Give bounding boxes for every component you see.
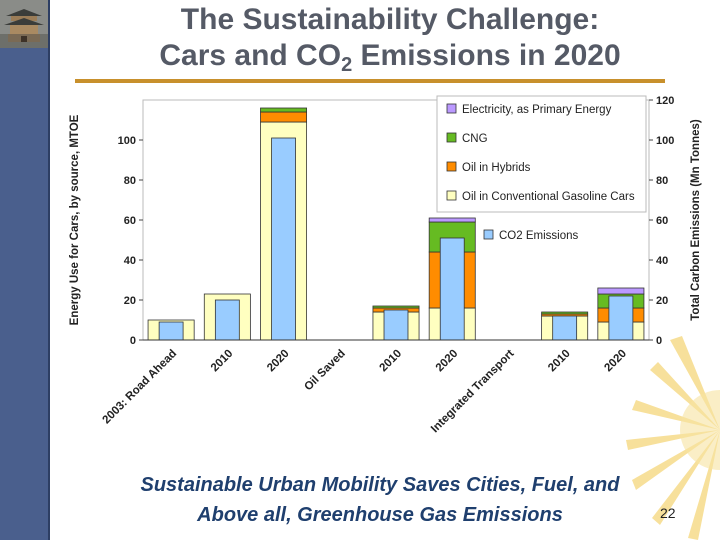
caption-line-1: Sustainable Urban Mobility Saves Cities,…: [140, 474, 620, 496]
x-category-label: 2010: [378, 348, 405, 375]
title-line-1: The Sustainability Challenge:: [180, 3, 600, 36]
stacked-bar-segment: [597, 287, 645, 295]
co2-emissions-bar: [552, 315, 578, 341]
x-category-label: 2020: [434, 348, 461, 375]
y2-tick-label: 80: [656, 175, 668, 187]
stacked-bar-segment: [372, 305, 420, 309]
legend-label: CNG: [462, 133, 488, 145]
x-category-label: 2010: [209, 348, 236, 375]
legend-box: [436, 95, 647, 213]
x-category-label: 2003: Road Ahead: [101, 348, 180, 427]
sidebar-divider: [48, 0, 50, 540]
x-category-label: 2020: [265, 348, 292, 375]
sun-rays-decoration: [626, 336, 720, 540]
x-category-label: 2020: [602, 348, 629, 375]
energy-emissions-chart: 0 20 40 60 80 100 0 20 40 60 80 100 120 2003: Road Ah…: [69, 95, 702, 435]
y2-tick-label: 100: [656, 135, 674, 147]
y-axis-title: Energy Use for Cars, by source, MTOE: [69, 114, 81, 325]
x-category-label: Oil Saved: [302, 348, 348, 394]
y-tick-label: 20: [124, 295, 136, 307]
title-line-2-start: Cars and CO: [159, 39, 342, 72]
co2-emissions-bar: [158, 321, 184, 341]
legend-swatch: [446, 190, 457, 201]
stacked-bar-segment: [260, 111, 308, 123]
y-tick-label: 100: [118, 135, 136, 147]
co2-emissions-bar: [383, 309, 409, 341]
y2-tick-label: 0: [656, 335, 662, 347]
x-category-label: 2010: [546, 348, 573, 375]
title-underline: [75, 79, 665, 83]
pagoda-tower-icon: [0, 0, 48, 48]
page-number: 22: [660, 505, 676, 521]
co2-emissions-bar: [214, 299, 240, 341]
y-tick-label: 80: [124, 175, 136, 187]
y-tick-label: 40: [124, 255, 136, 267]
stacked-bar-segment: [260, 107, 308, 113]
y2-axis-title: Total Carbon Emissions (Mn Tonnes): [690, 119, 702, 321]
legend-swatch: [446, 161, 457, 172]
caption-line-2: Above all, Greenhouse Gas Emissions: [197, 504, 563, 526]
y-tick-label: 60: [124, 215, 136, 227]
legend-label: Oil in Conventional Gasoline Cars: [462, 191, 635, 203]
stacked-bar-segment: [541, 311, 589, 315]
slide-caption: Sustainable Urban Mobility Saves Cities,…: [60, 470, 700, 530]
legend-swatch: [446, 132, 457, 143]
y2-tick-label: 20: [656, 295, 668, 307]
y2-tick-label: 40: [656, 255, 668, 267]
y-tick-label: 0: [130, 335, 136, 347]
title-line-2-end: Emissions in 2020: [352, 39, 621, 72]
slide-sidebar: [0, 0, 48, 540]
legend-label-co2: CO2 Emissions: [499, 230, 578, 242]
title-line-2: Cars and CO2 Emissions in 2020: [60, 38, 720, 76]
legend-label: Electricity, as Primary Energy: [462, 104, 612, 116]
legend-swatch: [446, 103, 457, 114]
co2-emissions-bar: [608, 295, 634, 341]
slide-title: The Sustainability Challenge: Cars and C…: [60, 2, 720, 76]
y2-tick-label: 60: [656, 215, 668, 227]
co2-emissions-bar: [439, 237, 465, 341]
title-subscript: 2: [341, 54, 353, 76]
co2-emissions-bar: [271, 137, 296, 341]
y2-tick-label: 120: [656, 95, 674, 107]
stacked-bar-segment: [428, 217, 476, 223]
legend-swatch-co2: [483, 229, 494, 240]
legend-label: Oil in Hybrids: [462, 162, 531, 174]
